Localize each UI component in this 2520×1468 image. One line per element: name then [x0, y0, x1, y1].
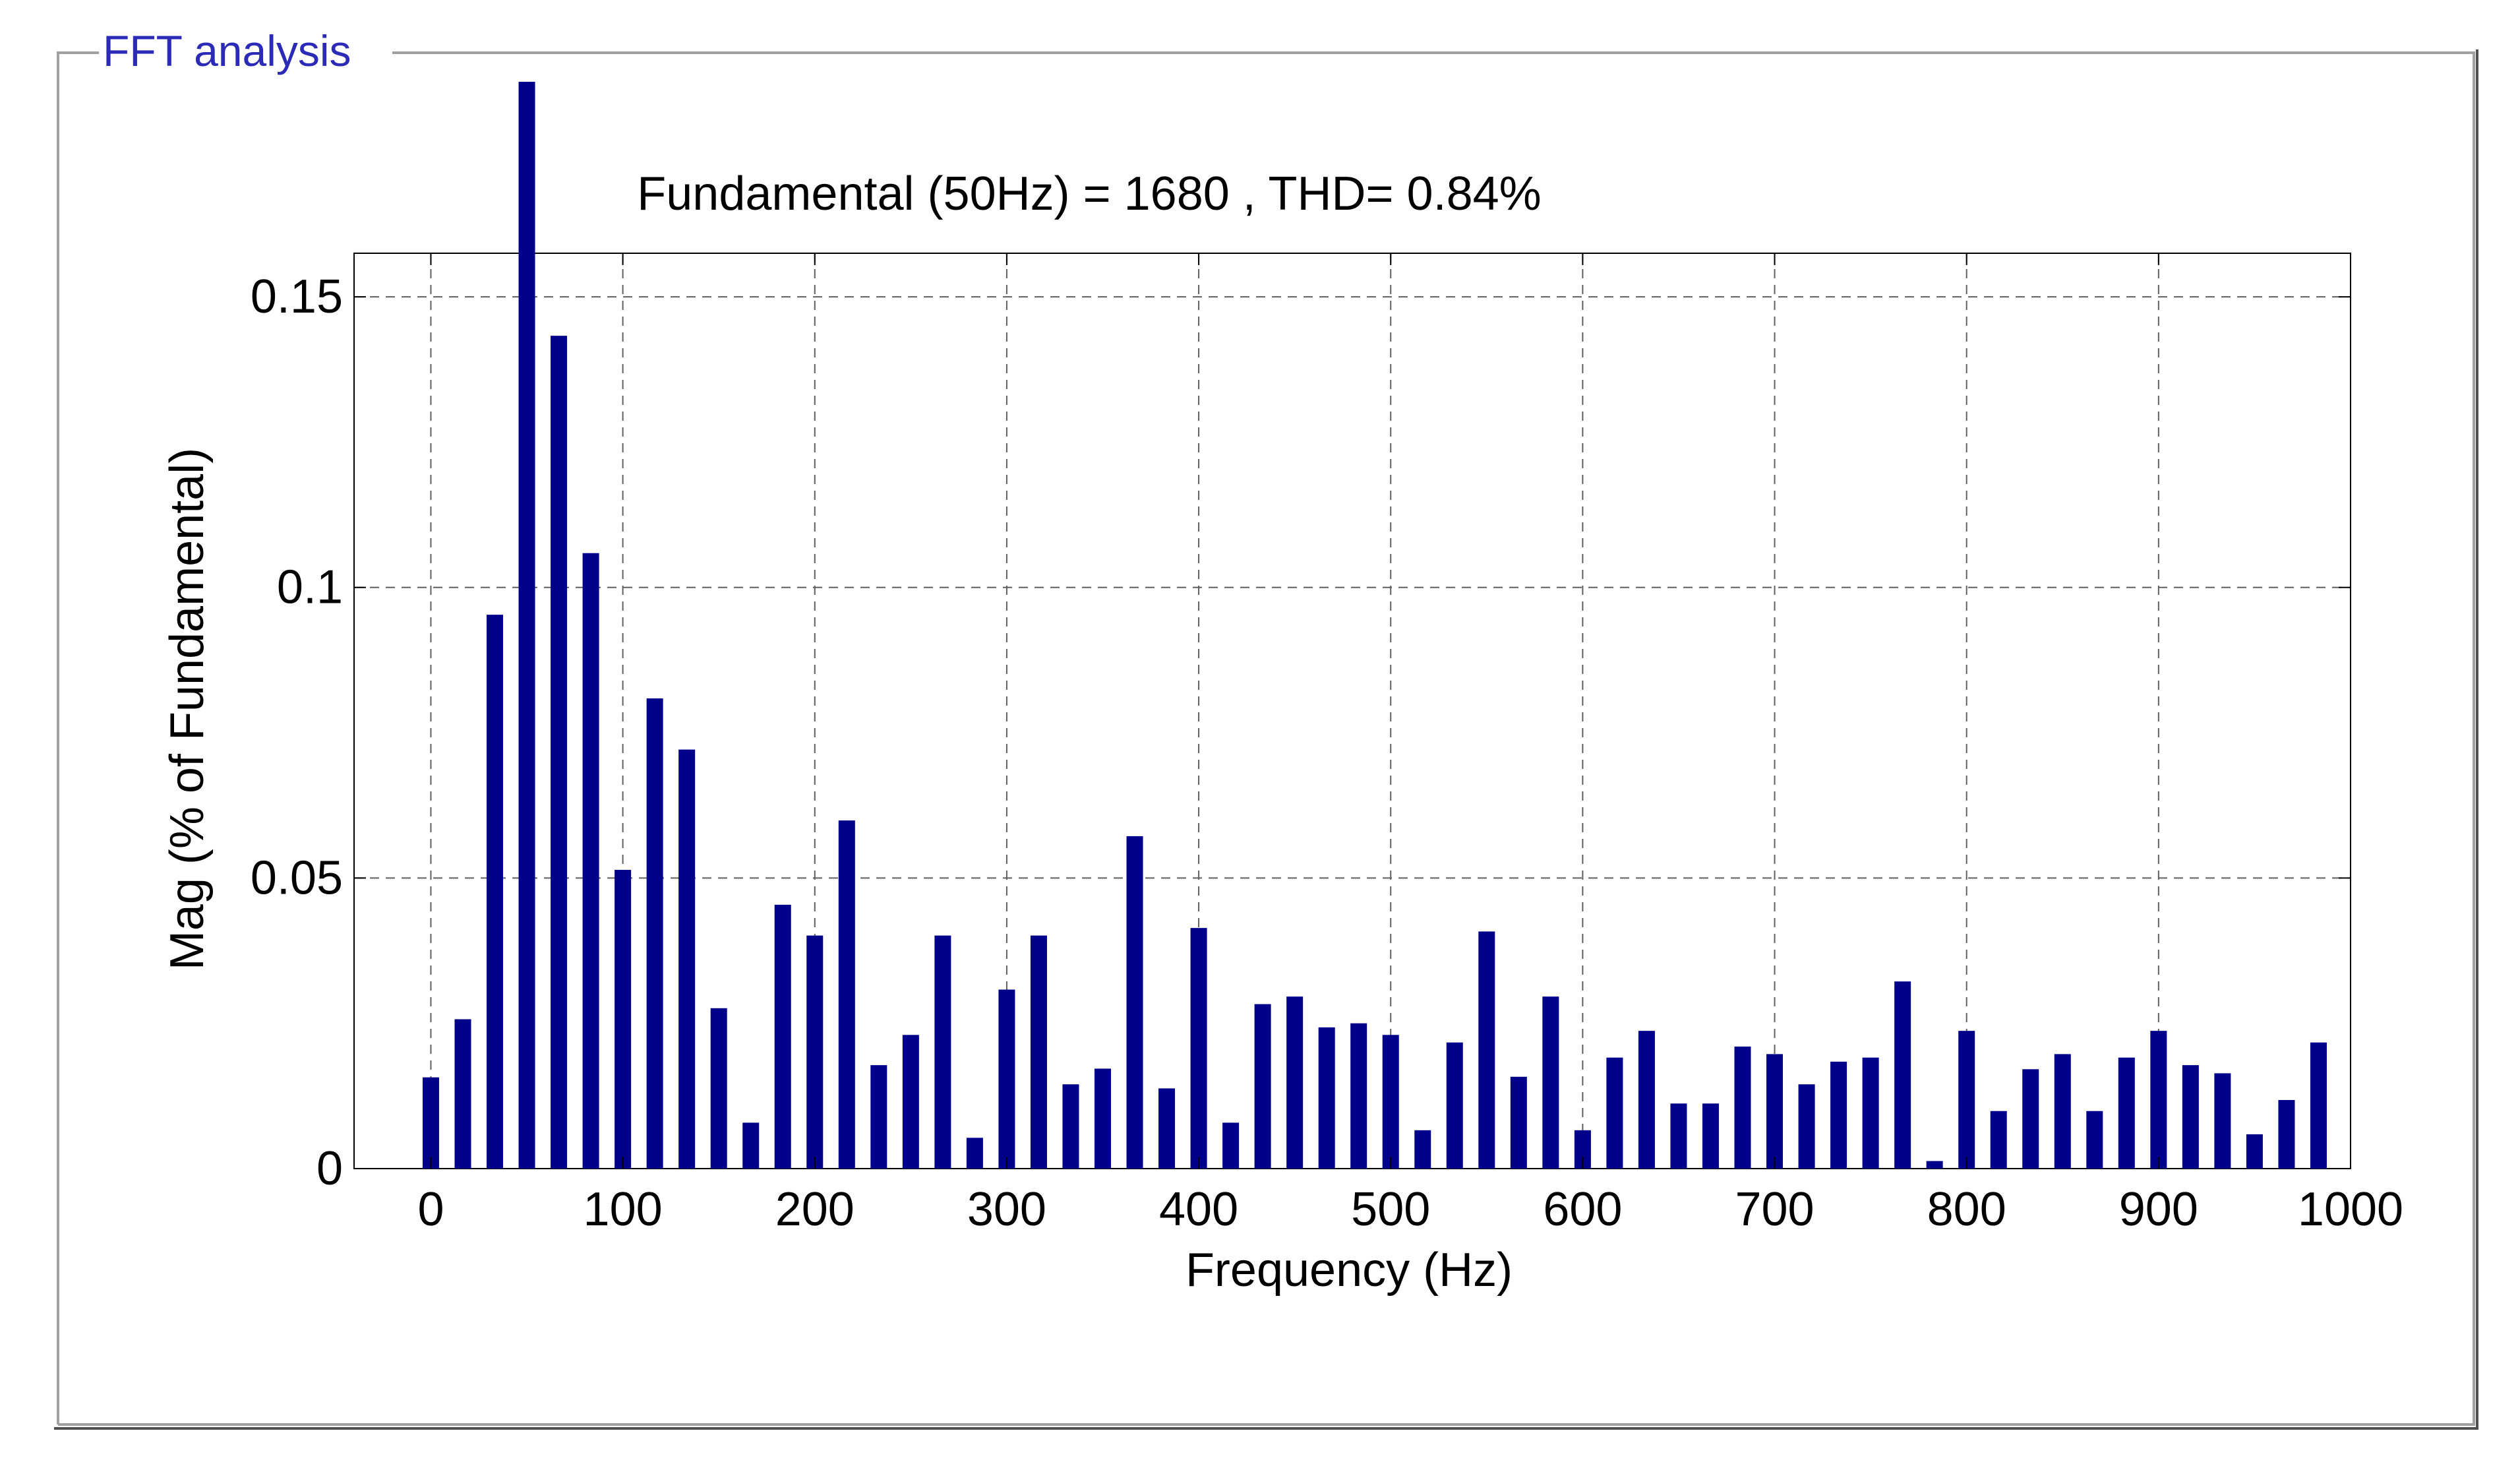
- bar: [1478, 931, 1495, 1169]
- y-tick-label: 0.05: [251, 851, 343, 904]
- bar: [1222, 1122, 1240, 1169]
- bar: [1190, 928, 1207, 1169]
- bar: [646, 698, 663, 1169]
- bar: [2310, 1042, 2327, 1169]
- bar: [2054, 1054, 2071, 1169]
- bar: [1734, 1046, 1751, 1169]
- bar: [998, 989, 1015, 1169]
- bar: [1894, 981, 1911, 1169]
- bar: [422, 1077, 439, 1169]
- bars: [422, 82, 2327, 1169]
- bar: [902, 1035, 919, 1169]
- bar: [1670, 1103, 1687, 1169]
- bar: [2246, 1134, 2263, 1169]
- panel-title: FFT analysis: [103, 26, 351, 75]
- bar: [1958, 1031, 1975, 1169]
- bar: [2086, 1111, 2103, 1169]
- bar: [1446, 1042, 1463, 1169]
- bar: [487, 615, 504, 1169]
- ticks: 0 100 200 300 400 500 600 700 800 900 1000 0 0.05 0.1…: [251, 253, 2403, 1236]
- bar: [2182, 1065, 2199, 1169]
- bar: [710, 1008, 727, 1169]
- bar: [454, 1019, 471, 1169]
- bar: [1095, 1068, 1111, 1169]
- bar: [1382, 1035, 1399, 1169]
- bar: [1030, 935, 1047, 1169]
- x-tick-label: 0: [417, 1183, 444, 1236]
- x-tick-label: 900: [2119, 1183, 2198, 1236]
- x-tick-label: 100: [584, 1183, 663, 1236]
- y-axis-label: Mag (% of Fundamental): [161, 448, 214, 970]
- bar: [518, 82, 535, 1169]
- bar: [774, 904, 791, 1169]
- bar: [1990, 1111, 2007, 1169]
- bar: [1926, 1161, 1943, 1169]
- bar: [1606, 1057, 1623, 1169]
- x-axis-label: Frequency (Hz): [1185, 1244, 1513, 1297]
- bar: [934, 935, 951, 1169]
- y-tick-label: 0.1: [277, 561, 343, 614]
- y-tick-label: 0.15: [251, 270, 343, 323]
- bar: [1702, 1103, 1719, 1169]
- x-tick-label: 600: [1543, 1183, 1622, 1236]
- bar: [1350, 1023, 1367, 1169]
- x-tick-label: 300: [967, 1183, 1046, 1236]
- bar: [1510, 1076, 1527, 1169]
- bar: [1542, 996, 1559, 1169]
- bar: [1414, 1130, 1431, 1169]
- bar: [838, 820, 855, 1169]
- bar: [1798, 1084, 1815, 1169]
- bar: [1862, 1057, 1879, 1169]
- bar: [1286, 996, 1304, 1169]
- bar: [742, 1122, 760, 1169]
- chart-title: Fundamental (50Hz) = 1680 , THD= 0.84%: [637, 168, 1541, 220]
- bar: [2022, 1069, 2039, 1169]
- bar: [2150, 1031, 2167, 1169]
- bar: [1638, 1031, 1655, 1169]
- bar: [966, 1138, 983, 1169]
- bar: [2214, 1073, 2231, 1169]
- bar: [806, 935, 824, 1169]
- bar: [678, 749, 696, 1169]
- bar: [1158, 1088, 1176, 1169]
- bar: [1830, 1061, 1847, 1169]
- bar: [870, 1065, 887, 1169]
- bar: [2118, 1057, 2135, 1169]
- x-tick-label: 400: [1159, 1183, 1238, 1236]
- bar: [2278, 1100, 2295, 1169]
- bar: [1062, 1084, 1079, 1169]
- y-tick-label: 0: [316, 1142, 343, 1195]
- bar: [615, 870, 632, 1169]
- panel-frame: [54, 49, 2478, 1430]
- bar: [1254, 1004, 1271, 1169]
- x-tick-label: 700: [1735, 1183, 1814, 1236]
- bar: [1126, 836, 1143, 1169]
- bar: [1318, 1027, 1335, 1169]
- bar: [551, 336, 568, 1169]
- x-tick-label: 200: [775, 1183, 855, 1236]
- bar: [1766, 1054, 1784, 1169]
- x-tick-label: 1000: [2298, 1183, 2403, 1236]
- x-tick-label: 500: [1351, 1183, 1430, 1236]
- bar: [582, 553, 599, 1169]
- x-tick-label: 800: [1927, 1183, 2006, 1236]
